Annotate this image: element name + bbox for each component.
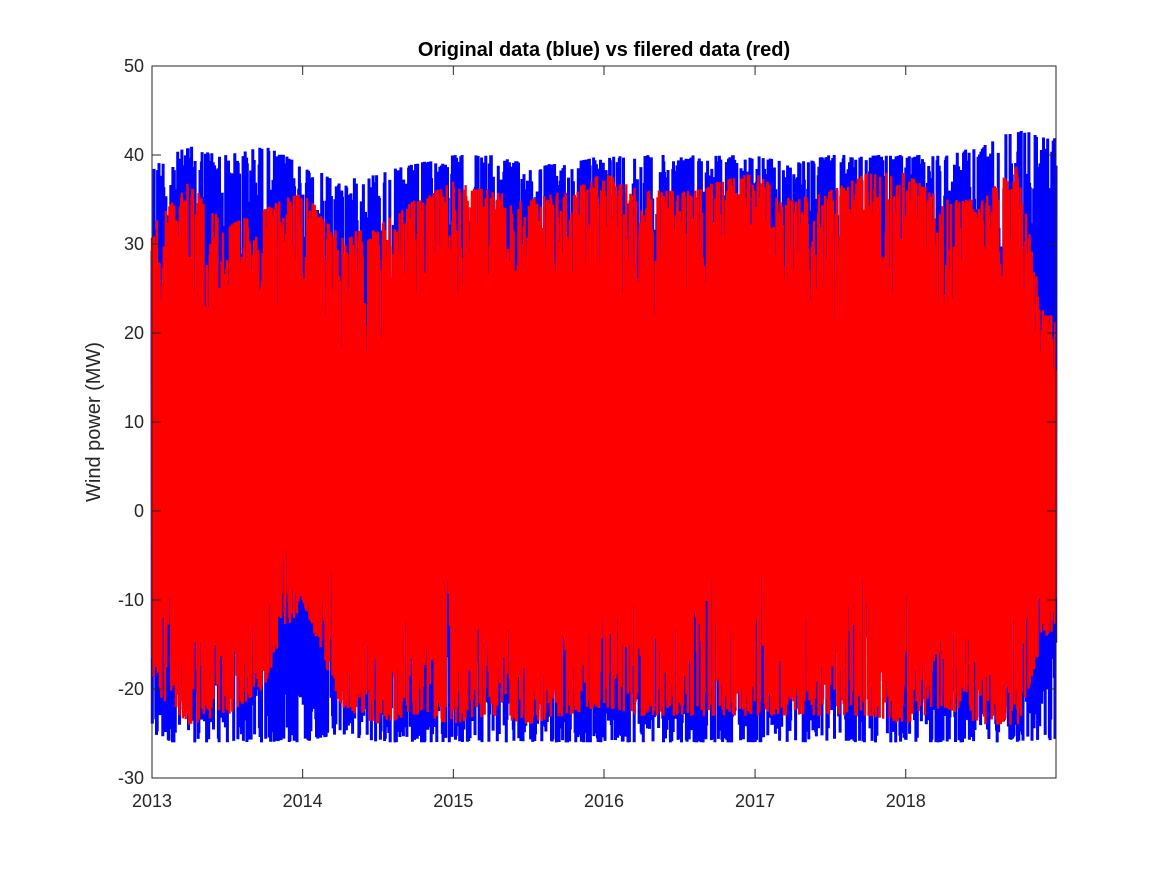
chart-title: Original data (blue) vs filered data (re… (418, 39, 790, 61)
y-tick-label: -10 (118, 590, 144, 610)
x-tick-label: 2017 (735, 791, 775, 811)
y-tick-label: -20 (118, 679, 144, 699)
ticks-layer: -30 -20 -10 0 10 20 30 40 50 2013 2014 2015 2016 2017… (118, 56, 1056, 811)
x-tick-label: 2015 (433, 791, 473, 811)
series-line-filtered (150, 166, 1058, 725)
y-axis-label: Wind power (MW) (83, 342, 105, 502)
x-tick-label: 2018 (886, 791, 926, 811)
y-tick-label: -30 (118, 768, 144, 788)
data-layer (150, 130, 1058, 743)
x-tick-label: 2013 (132, 791, 172, 811)
y-tick-label: 10 (124, 412, 144, 432)
y-tick-label: 30 (124, 234, 144, 254)
x-tick-label: 2016 (584, 791, 624, 811)
y-tick-label: 20 (124, 323, 144, 343)
x-tick-label: 2014 (283, 791, 323, 811)
y-tick-label: 0 (134, 501, 144, 521)
y-tick-label: 50 (124, 56, 144, 76)
y-tick-label: 40 (124, 145, 144, 165)
